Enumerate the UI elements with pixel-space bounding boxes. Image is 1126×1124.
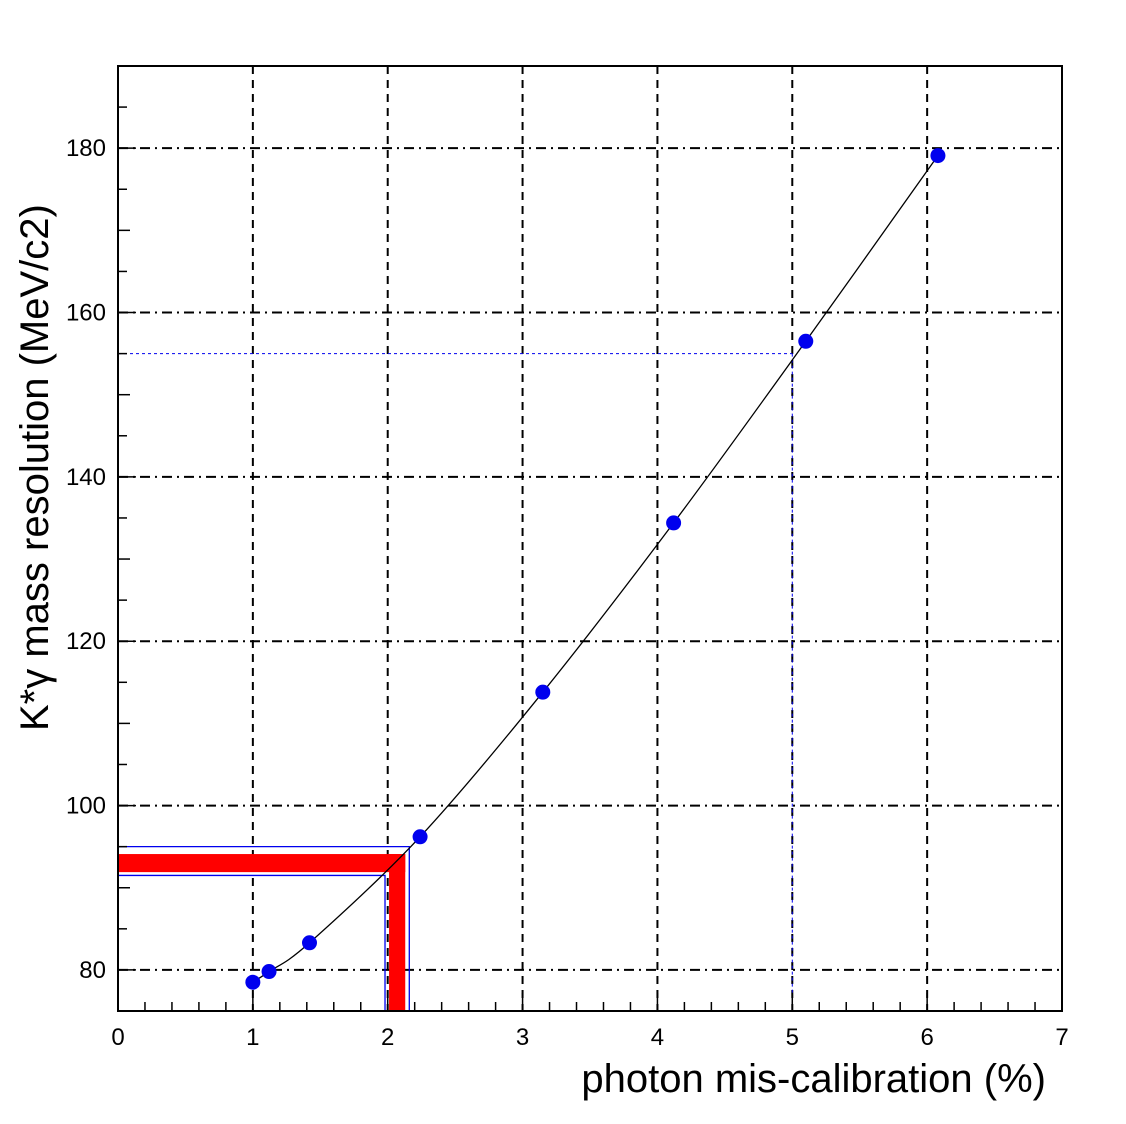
blue-box-outer	[118, 846, 410, 1011]
red-band-vertical	[389, 854, 406, 1011]
data-point-4	[535, 684, 551, 700]
data-point-6	[798, 333, 814, 349]
y-tick-label: 120	[66, 628, 106, 655]
annotations	[118, 353, 793, 1011]
x-tick-label: 5	[786, 1024, 799, 1051]
red-band-horizontal	[118, 854, 406, 873]
y-tick-label: 180	[66, 135, 106, 162]
tick-labels: 0 1 2 3 4 5 6 7 80 100 120 140 160 180	[66, 135, 1069, 1051]
x-tick-label: 2	[381, 1024, 394, 1051]
data-point-1	[261, 964, 277, 980]
data-point-7	[930, 148, 946, 164]
y-tick-label: 80	[79, 957, 106, 984]
data-points	[245, 148, 946, 990]
x-tick-label: 6	[920, 1024, 933, 1051]
x-tick-label: 1	[246, 1024, 259, 1051]
plot-frame	[117, 65, 1063, 1012]
x-tick-label: 3	[516, 1024, 529, 1051]
axes	[117, 65, 1063, 1012]
y-tick-label: 100	[66, 793, 106, 820]
data-point-5	[666, 515, 682, 531]
data-point-2	[301, 935, 317, 951]
x-axis-title: photon mis-calibration (%)	[581, 1057, 1046, 1101]
x-tick-label: 4	[651, 1024, 664, 1051]
y-tick-label: 140	[66, 464, 106, 491]
y-axis-title: K*γ mass resolution (MeV/c2)	[13, 204, 57, 731]
x-tick-label: 7	[1055, 1024, 1068, 1051]
data-point-0	[245, 974, 261, 990]
y-tick-label: 160	[66, 300, 106, 327]
blue-box-inner	[118, 874, 386, 1011]
data-point-3	[412, 829, 428, 845]
x-tick-label: 0	[111, 1024, 124, 1051]
